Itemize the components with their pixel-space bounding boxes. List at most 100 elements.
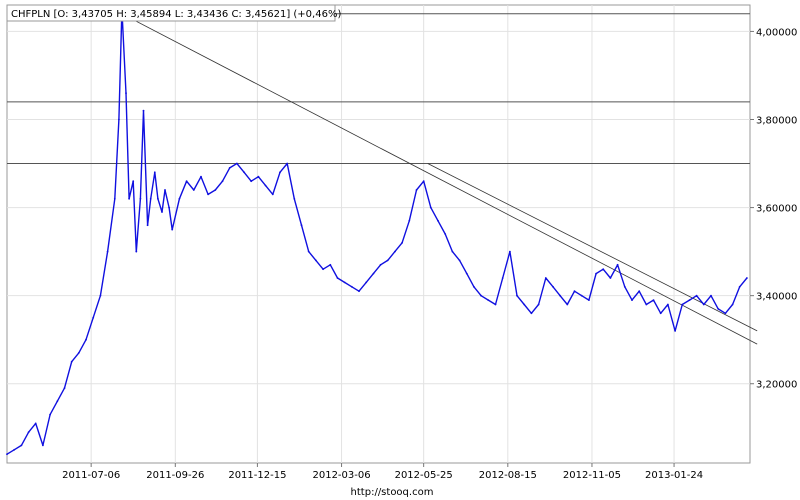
price-point bbox=[185, 180, 188, 183]
price-point bbox=[509, 250, 511, 253]
price-point bbox=[358, 290, 360, 293]
price-point bbox=[146, 224, 149, 227]
y-tick-label: 4,00000 bbox=[756, 27, 797, 38]
price-point bbox=[13, 448, 16, 451]
price-point bbox=[139, 197, 142, 200]
price-point bbox=[221, 180, 224, 183]
price-point bbox=[746, 277, 748, 279]
x-tick-label: 2013-01-24 bbox=[645, 470, 703, 481]
price-point bbox=[738, 285, 741, 288]
price-point bbox=[192, 189, 195, 191]
price-point bbox=[125, 92, 127, 94]
price-point bbox=[717, 308, 720, 310]
price-point bbox=[161, 211, 163, 213]
price-point bbox=[379, 263, 382, 266]
price-point bbox=[537, 303, 540, 306]
price-point bbox=[516, 294, 518, 297]
price-point bbox=[674, 330, 676, 332]
price-point bbox=[243, 171, 246, 174]
price-point bbox=[49, 413, 51, 416]
price-point bbox=[168, 206, 171, 209]
price-point bbox=[408, 219, 411, 222]
price-series bbox=[6, 8, 748, 456]
x-tick-label: 2012-05-25 bbox=[395, 470, 453, 481]
price-point bbox=[422, 180, 425, 183]
price-point bbox=[372, 272, 375, 275]
price-point bbox=[631, 299, 633, 301]
price-point bbox=[645, 303, 648, 306]
price-point bbox=[132, 180, 135, 183]
price-point bbox=[501, 277, 504, 279]
y-tick-label: 3,80000 bbox=[756, 116, 797, 127]
price-point bbox=[329, 263, 332, 266]
price-point bbox=[458, 259, 461, 262]
source-label: http://stooq.com bbox=[351, 487, 434, 498]
price-point bbox=[34, 422, 37, 425]
price-point bbox=[343, 281, 346, 284]
price-point bbox=[153, 171, 156, 174]
price-point bbox=[207, 193, 210, 196]
price-point bbox=[27, 431, 30, 434]
price-point bbox=[602, 268, 605, 271]
price-point bbox=[56, 400, 59, 403]
price-point bbox=[588, 299, 590, 301]
price-point bbox=[681, 303, 684, 306]
price-point bbox=[200, 175, 202, 178]
price-point bbox=[293, 197, 296, 200]
price-point bbox=[573, 290, 576, 293]
price-point bbox=[106, 250, 109, 253]
price-point bbox=[451, 250, 454, 253]
price-point bbox=[315, 259, 317, 262]
price-point bbox=[149, 197, 152, 200]
trend-line bbox=[121, 13, 758, 345]
price-point bbox=[178, 197, 181, 200]
price-point bbox=[623, 285, 626, 288]
price-point bbox=[659, 312, 662, 315]
price-point bbox=[386, 259, 389, 262]
price-point bbox=[307, 250, 310, 253]
price-point bbox=[566, 303, 569, 306]
price-point bbox=[638, 290, 641, 293]
price-point bbox=[437, 219, 439, 222]
price-point bbox=[616, 263, 619, 266]
price-point bbox=[42, 444, 44, 447]
price-point bbox=[731, 303, 734, 306]
price-point bbox=[264, 184, 267, 187]
price-point bbox=[20, 444, 23, 447]
price-point bbox=[336, 277, 339, 279]
price-point bbox=[6, 453, 8, 456]
x-axis-ticks: 2011-07-06 2011-09-26 2011-12-15 2012-03-06… bbox=[62, 463, 703, 481]
price-point bbox=[401, 241, 403, 244]
price-point bbox=[171, 228, 174, 231]
price-point bbox=[118, 118, 120, 121]
price-point bbox=[544, 277, 547, 279]
price-point bbox=[487, 299, 490, 301]
price-point bbox=[473, 285, 475, 288]
price-point bbox=[135, 250, 138, 253]
price-point bbox=[128, 197, 131, 200]
price-point bbox=[113, 197, 116, 200]
price-point bbox=[85, 338, 87, 341]
price-point bbox=[444, 233, 447, 235]
price-point bbox=[559, 294, 561, 297]
x-tick-label: 2012-03-06 bbox=[312, 470, 370, 481]
price-point bbox=[702, 303, 705, 306]
price-point bbox=[236, 162, 238, 165]
price-point bbox=[228, 167, 231, 169]
price-point bbox=[142, 109, 145, 112]
plot-frame bbox=[6, 4, 751, 464]
price-point bbox=[99, 294, 102, 297]
y-axis-ticks: 3,20000 3,40000 3,60000 3,80000 4,00000 bbox=[750, 27, 797, 391]
price-point bbox=[465, 272, 468, 275]
grid-layer bbox=[7, 5, 750, 463]
x-tick-label: 2012-08-15 bbox=[479, 470, 537, 481]
price-point bbox=[580, 294, 583, 297]
price-point bbox=[480, 294, 482, 297]
price-point bbox=[70, 360, 73, 363]
price-point bbox=[494, 303, 497, 306]
price-point bbox=[350, 285, 353, 288]
price-point bbox=[530, 312, 533, 315]
price-point bbox=[695, 294, 698, 297]
